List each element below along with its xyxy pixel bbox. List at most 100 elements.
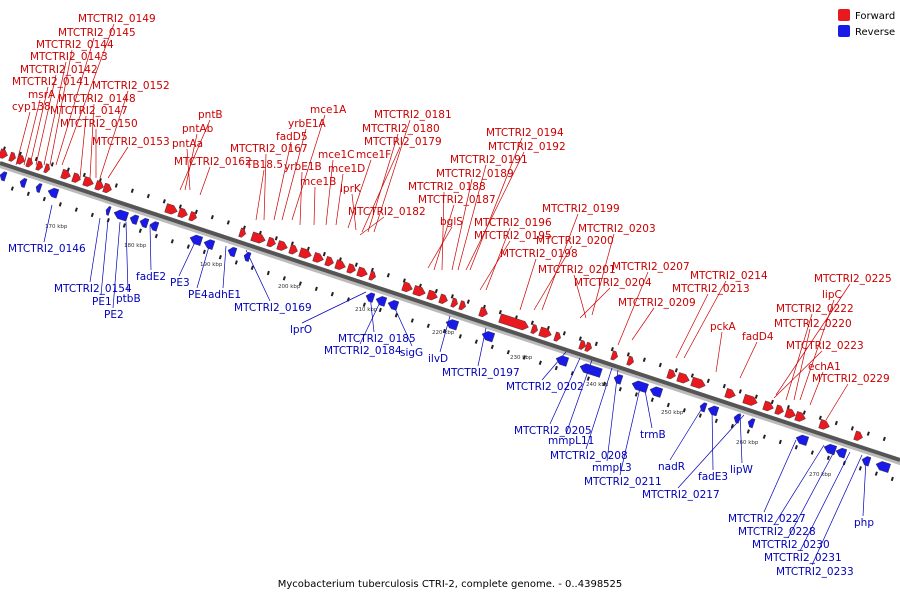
forward-leader bbox=[519, 258, 537, 311]
reverse-gene[interactable] bbox=[699, 402, 708, 413]
forward-gene[interactable] bbox=[578, 339, 587, 350]
reverse-gene[interactable] bbox=[35, 183, 43, 193]
reverse-gene[interactable] bbox=[579, 362, 603, 378]
forward-gene[interactable] bbox=[530, 324, 539, 334]
forward-gene[interactable] bbox=[177, 207, 189, 219]
forward-gene[interactable] bbox=[102, 182, 113, 194]
forward-gene[interactable] bbox=[676, 372, 691, 384]
forward-leader bbox=[359, 216, 385, 236]
tick-dot bbox=[298, 281, 302, 286]
forward-gene[interactable] bbox=[412, 285, 427, 297]
reverse-gene[interactable] bbox=[445, 318, 460, 331]
forward-leader bbox=[35, 74, 57, 166]
forward-gene[interactable] bbox=[25, 157, 34, 168]
reverse-gene[interactable] bbox=[747, 418, 756, 429]
forward-gene[interactable] bbox=[742, 393, 759, 407]
forward-gene[interactable] bbox=[346, 263, 357, 275]
forward-label-mtctri2-0142: MTCTRI2_0142 bbox=[20, 64, 98, 76]
forward-gene[interactable] bbox=[298, 247, 313, 260]
reverse-gene[interactable] bbox=[129, 214, 140, 225]
forward-gene[interactable] bbox=[368, 270, 377, 281]
forward-gene[interactable] bbox=[356, 266, 369, 279]
forward-gene[interactable] bbox=[690, 376, 707, 390]
forward-gene[interactable] bbox=[478, 306, 489, 318]
tick-dot bbox=[178, 204, 182, 209]
reverse-gene[interactable] bbox=[19, 177, 28, 188]
reverse-gene[interactable] bbox=[139, 217, 150, 229]
reverse-gene[interactable] bbox=[243, 251, 252, 262]
forward-gene[interactable] bbox=[666, 368, 677, 380]
reverse-gene[interactable] bbox=[649, 385, 664, 398]
forward-gene[interactable] bbox=[853, 430, 864, 442]
forward-gene[interactable] bbox=[438, 293, 449, 305]
forward-gene[interactable] bbox=[818, 419, 831, 431]
forward-gene[interactable] bbox=[626, 355, 635, 366]
genome-backbone bbox=[0, 161, 900, 465]
forward-gene[interactable] bbox=[8, 151, 17, 162]
reverse-gene[interactable] bbox=[631, 379, 649, 394]
forward-gene[interactable] bbox=[238, 227, 247, 238]
reverse-gene[interactable] bbox=[113, 208, 129, 222]
reverse-gene[interactable] bbox=[387, 299, 400, 311]
reverse-gene[interactable] bbox=[613, 373, 624, 385]
forward-gene[interactable] bbox=[426, 289, 439, 302]
forward-gene[interactable] bbox=[164, 203, 179, 216]
tick-dot bbox=[658, 362, 662, 368]
reverse-gene[interactable] bbox=[149, 220, 160, 232]
forward-gene[interactable] bbox=[724, 388, 737, 400]
reverse-gene[interactable] bbox=[105, 206, 112, 216]
reverse-gene[interactable] bbox=[375, 295, 388, 307]
reverse-gene[interactable] bbox=[875, 460, 891, 473]
forward-gene[interactable] bbox=[276, 240, 289, 252]
forward-gene[interactable] bbox=[498, 313, 530, 332]
forward-label-lprk: lprK bbox=[340, 183, 362, 195]
forward-gene[interactable] bbox=[794, 411, 807, 423]
reverse-label-ptbb: ptbB bbox=[116, 293, 141, 305]
forward-gene[interactable] bbox=[538, 326, 553, 339]
forward-gene[interactable] bbox=[774, 404, 785, 416]
forward-gene[interactable] bbox=[324, 256, 335, 267]
reverse-gene[interactable] bbox=[733, 413, 742, 424]
forward-gene[interactable] bbox=[188, 211, 198, 222]
forward-gene[interactable] bbox=[60, 168, 72, 180]
reverse-gene[interactable] bbox=[47, 187, 60, 199]
forward-gene[interactable] bbox=[94, 180, 105, 191]
forward-gene[interactable] bbox=[35, 160, 44, 171]
reverse-gene[interactable] bbox=[227, 246, 238, 258]
reverse-gene[interactable] bbox=[481, 330, 496, 343]
forward-gene[interactable] bbox=[0, 148, 9, 160]
forward-gene[interactable] bbox=[71, 172, 82, 184]
forward-label-mtctri2-0229: MTCTRI2_0229 bbox=[812, 373, 890, 385]
tick-dot bbox=[610, 346, 614, 352]
reverse-gene[interactable] bbox=[365, 292, 376, 303]
forward-gene[interactable] bbox=[450, 297, 459, 308]
forward-leader bbox=[49, 49, 73, 166]
forward-gene[interactable] bbox=[401, 281, 414, 294]
forward-gene[interactable] bbox=[784, 407, 797, 420]
forward-gene[interactable] bbox=[288, 244, 299, 255]
forward-gene[interactable] bbox=[458, 300, 467, 311]
reverse-gene[interactable] bbox=[823, 443, 838, 456]
reverse-gene[interactable] bbox=[555, 354, 570, 367]
forward-gene[interactable] bbox=[762, 400, 775, 413]
forward-gene[interactable] bbox=[266, 236, 277, 248]
forward-gene[interactable] bbox=[43, 163, 52, 174]
forward-leader bbox=[683, 280, 727, 359]
forward-gene[interactable] bbox=[16, 154, 26, 166]
reverse-gene[interactable] bbox=[707, 404, 720, 417]
forward-gene[interactable] bbox=[610, 350, 619, 361]
forward-gene[interactable] bbox=[82, 176, 95, 188]
forward-gene[interactable] bbox=[250, 231, 267, 245]
reverse-gene[interactable] bbox=[203, 238, 216, 250]
forward-gene[interactable] bbox=[584, 341, 593, 352]
reverse-gene[interactable] bbox=[0, 171, 8, 182]
forward-gene[interactable] bbox=[312, 252, 325, 264]
forward-gene[interactable] bbox=[553, 331, 562, 342]
reverse-label-mmpl3: mmpL3 bbox=[592, 462, 632, 474]
reverse-gene[interactable] bbox=[835, 447, 848, 459]
reverse-gene[interactable] bbox=[189, 233, 204, 246]
forward-gene[interactable] bbox=[334, 259, 347, 272]
reverse-leader bbox=[178, 239, 197, 277]
reverse-gene[interactable] bbox=[861, 455, 872, 467]
reverse-gene[interactable] bbox=[795, 433, 810, 446]
